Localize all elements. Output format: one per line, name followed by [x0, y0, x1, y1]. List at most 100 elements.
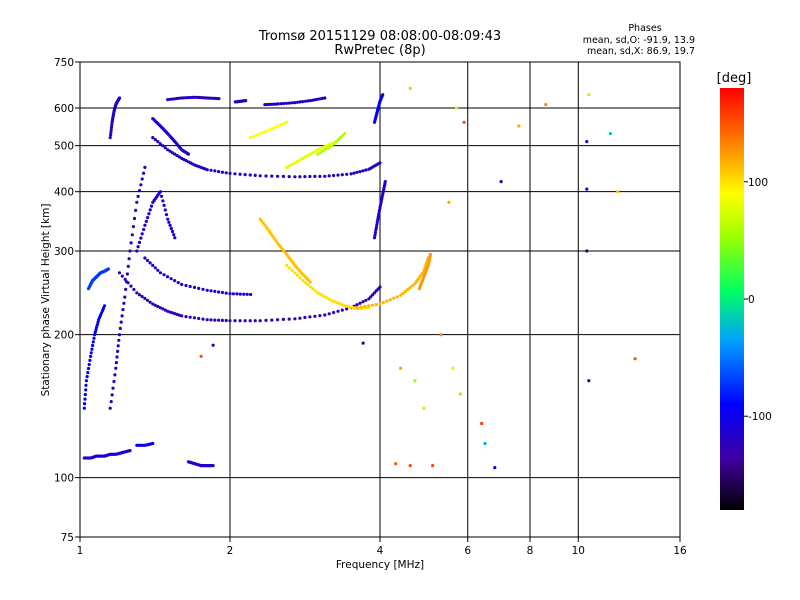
- data-point: [170, 151, 174, 155]
- data-point: [82, 406, 86, 410]
- y-tick-label: 500: [54, 141, 74, 153]
- data-point: [301, 278, 305, 283]
- data-point: [243, 319, 247, 323]
- data-point: [213, 318, 217, 322]
- data-point: [281, 317, 285, 321]
- data-point: [308, 152, 312, 156]
- data-point: [298, 276, 302, 280]
- data-point: [316, 291, 320, 295]
- data-point: [112, 379, 116, 384]
- stats-line-o: mean, sd,O: -91.9, 13.9: [583, 35, 695, 46]
- data-point: [313, 314, 317, 318]
- data-point: [308, 280, 312, 284]
- data-point: [217, 97, 221, 101]
- data-point: [93, 333, 97, 337]
- data-point: [117, 271, 122, 275]
- data-point: [633, 357, 637, 361]
- data-point: [205, 168, 209, 172]
- data-point: [96, 320, 100, 324]
- data-point: [243, 173, 247, 177]
- data-point: [298, 316, 302, 320]
- data-point: [217, 170, 221, 174]
- data-point: [173, 312, 177, 316]
- data-point: [323, 96, 327, 100]
- data-point: [111, 386, 115, 390]
- data-point: [293, 271, 297, 275]
- data-point: [92, 336, 96, 340]
- data-point: [381, 301, 385, 305]
- data-point: [374, 228, 378, 232]
- data-point: [186, 152, 190, 156]
- data-point: [137, 293, 141, 297]
- data-point: [372, 236, 377, 240]
- data-point: [109, 128, 113, 132]
- data-point: [245, 292, 249, 296]
- data-point: [140, 232, 144, 236]
- data-point: [238, 319, 242, 323]
- data-point: [220, 290, 224, 295]
- data-point: [173, 279, 177, 283]
- data-point: [135, 200, 139, 204]
- data-points: [82, 86, 637, 470]
- data-point: [355, 306, 359, 310]
- x-tick-label: 6: [464, 545, 471, 557]
- data-point: [364, 168, 368, 172]
- data-point: [126, 264, 130, 268]
- data-point: [116, 349, 120, 353]
- data-point: [166, 148, 170, 152]
- data-point: [282, 101, 286, 106]
- data-point: [332, 173, 336, 178]
- data-point: [170, 229, 175, 234]
- data-point: [264, 174, 268, 178]
- data-point: [349, 172, 353, 176]
- data-point: [168, 97, 172, 101]
- data-point: [224, 318, 228, 323]
- data-point: [109, 133, 113, 137]
- data-point: [295, 273, 300, 277]
- data-point: [316, 148, 320, 152]
- data-point: [162, 203, 166, 207]
- data-point: [176, 281, 180, 285]
- data-point: [253, 319, 257, 323]
- data-point: [83, 392, 87, 397]
- data-point: [233, 172, 237, 176]
- data-point: [394, 462, 398, 466]
- data-point: [129, 241, 133, 245]
- data-point: [378, 302, 382, 306]
- data-point: [120, 274, 124, 278]
- data-point: [383, 180, 387, 184]
- data-point: [110, 393, 114, 397]
- data-point: [217, 318, 221, 322]
- data-point: [209, 168, 213, 172]
- data-point: [298, 100, 302, 104]
- stats-line-x: mean, sd,X: 86.9, 19.7: [587, 46, 695, 57]
- colorbar-tick-label: 100: [748, 177, 768, 189]
- data-point: [285, 101, 289, 105]
- data-point: [336, 138, 340, 142]
- x-axis-label: Frequency [MHz]: [336, 559, 424, 571]
- data-point: [388, 298, 392, 302]
- data-point: [318, 314, 322, 318]
- data-point: [376, 218, 380, 222]
- data-point: [108, 136, 112, 140]
- data-point: [587, 379, 591, 383]
- data-point: [197, 316, 201, 321]
- data-point: [261, 130, 265, 134]
- data-point: [173, 236, 177, 240]
- data-point: [320, 96, 324, 100]
- data-point: [325, 146, 329, 151]
- data-point: [264, 129, 268, 133]
- data-point: [290, 101, 294, 105]
- data-point: [220, 170, 224, 174]
- y-tick-label: 600: [54, 103, 74, 115]
- data-point: [84, 388, 88, 392]
- data-point: [308, 315, 312, 319]
- data-point: [248, 319, 252, 323]
- chart-title: Tromsø 20151129 08:08:00-08:09:43: [258, 29, 501, 44]
- data-point: [320, 149, 324, 153]
- data-point: [376, 215, 380, 219]
- data-point: [117, 333, 122, 337]
- data-point: [217, 290, 221, 294]
- data-point: [166, 309, 170, 313]
- data-point: [327, 174, 331, 178]
